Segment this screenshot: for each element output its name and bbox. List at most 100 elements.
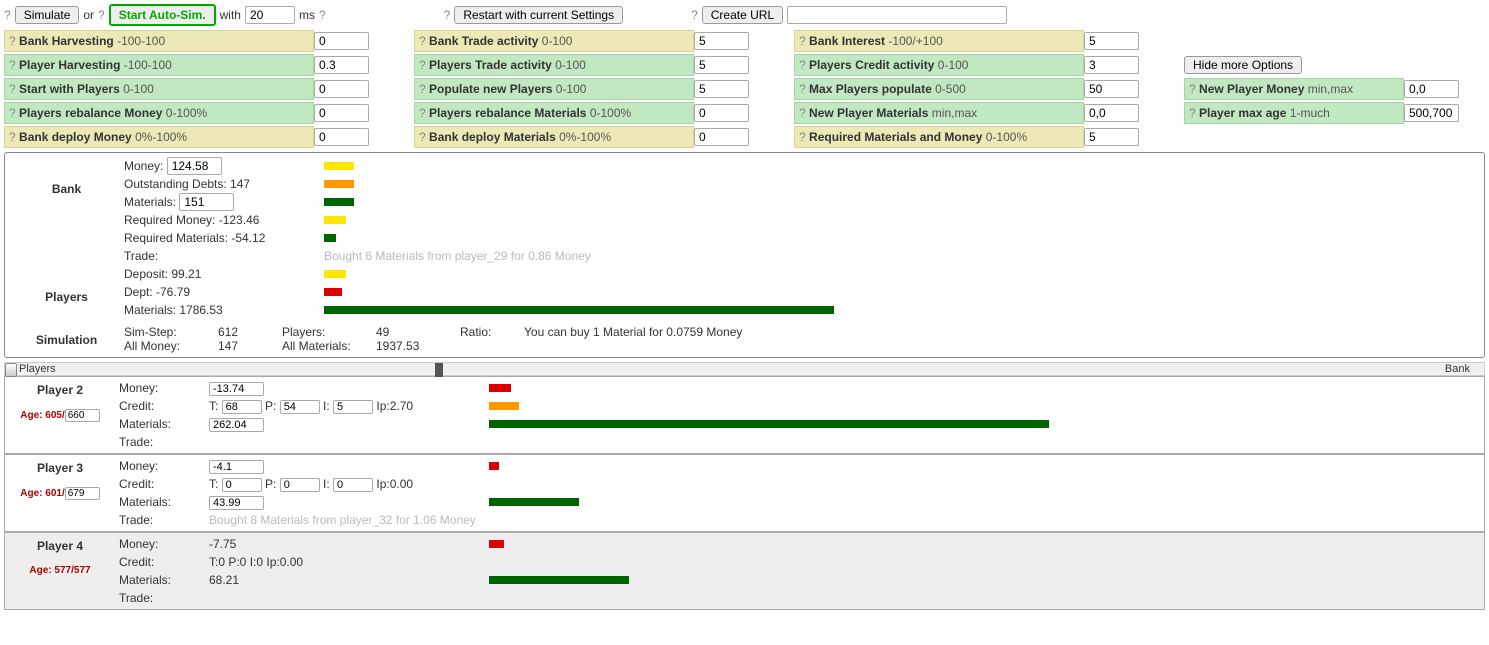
or-label: or (83, 8, 94, 22)
setting-input[interactable] (1084, 32, 1139, 50)
slider-handle-mid[interactable] (435, 363, 443, 377)
setting-input[interactable] (694, 104, 749, 122)
help-icon[interactable]: ? (9, 130, 16, 144)
players-bank-slider[interactable]: Players Bank (4, 362, 1485, 376)
help-icon[interactable]: ? (419, 106, 426, 120)
help-icon[interactable]: ? (9, 106, 16, 120)
hide-more-options-button[interactable]: Hide more Options (1184, 56, 1302, 74)
player-money-input[interactable] (209, 382, 264, 396)
ms-input[interactable] (245, 6, 295, 24)
help-icon[interactable]: ? (319, 8, 326, 22)
help-icon[interactable]: ? (1189, 82, 1196, 96)
credit-p-input[interactable] (280, 400, 320, 414)
help-icon[interactable]: ? (419, 82, 426, 96)
setting-input[interactable] (1084, 56, 1139, 74)
credit-t-input[interactable] (222, 478, 262, 492)
help-icon[interactable]: ? (799, 34, 806, 48)
setting-input[interactable] (314, 80, 369, 98)
help-icon[interactable]: ? (419, 130, 426, 144)
help-icon[interactable]: ? (1189, 106, 1196, 120)
player-materials-input[interactable] (209, 496, 264, 510)
help-icon[interactable]: ? (4, 8, 11, 22)
bank-materials-input[interactable] (179, 193, 234, 211)
setting-input[interactable] (314, 32, 369, 50)
bank-debts-bar (324, 180, 354, 188)
restart-button[interactable]: Restart with current Settings (454, 6, 623, 24)
credit-t-input[interactable] (222, 400, 262, 414)
bank-title: Bank (9, 157, 124, 196)
setting-input[interactable] (694, 32, 749, 50)
credit-p-input[interactable] (280, 478, 320, 492)
ms-label: ms (299, 8, 315, 22)
start-auto-sim-button[interactable]: Start Auto-Sim. (109, 4, 216, 26)
player-materials-label: Materials: (119, 417, 209, 431)
players-dept-label: Dept: -76.79 (124, 285, 324, 299)
bank-money-label: Money: (124, 159, 163, 173)
credit-i-input[interactable] (333, 478, 373, 492)
sim-allmoney-value: 147 (218, 339, 278, 353)
settings-grid: ? Bank Harvesting -100-100? Bank Trade a… (4, 30, 1485, 148)
player-materials-input[interactable] (209, 418, 264, 432)
help-icon[interactable]: ? (9, 82, 16, 96)
setting-input[interactable] (314, 104, 369, 122)
player-name: Player 4 (9, 539, 111, 553)
setting-input[interactable] (1404, 104, 1459, 122)
help-icon[interactable]: ? (444, 8, 451, 22)
setting-label: ? Bank Harvesting -100-100 (4, 30, 314, 52)
bank-reqmat-label: Required Materials: -54.12 (124, 231, 324, 245)
setting-input[interactable] (314, 56, 369, 74)
bank-reqmoney-label: Required Money: -123.46 (124, 213, 324, 227)
credit-i-input[interactable] (333, 400, 373, 414)
bank-reqmat-bar (324, 234, 336, 242)
simulation-title: Simulation (9, 325, 124, 347)
with-label: with (220, 8, 241, 22)
player-money-label: Money: (119, 381, 209, 395)
player-trade-label: Trade: (119, 513, 209, 527)
setting-input[interactable] (1084, 128, 1139, 146)
setting-input[interactable] (314, 128, 369, 146)
slider-handle-left[interactable] (5, 363, 17, 377)
player-trade-text: Bought 8 Materials from player_32 for 1.… (209, 513, 1480, 527)
player-trade-label: Trade: (119, 435, 209, 449)
players-deposit-bar (324, 270, 346, 278)
create-url-button[interactable]: Create URL (702, 6, 783, 24)
help-icon[interactable]: ? (98, 8, 105, 22)
setting-label: ? Player Harvesting -100-100 (4, 54, 314, 76)
help-icon[interactable]: ? (419, 34, 426, 48)
players-mat-label: Materials: 1786.53 (124, 303, 324, 317)
player-age-input[interactable] (65, 487, 100, 500)
help-icon[interactable]: ? (799, 106, 806, 120)
setting-label: ? Players Trade activity 0-100 (414, 54, 694, 76)
setting-input[interactable] (694, 56, 749, 74)
players-dept-bar (324, 288, 342, 296)
player-money-value: -7.75 (209, 537, 489, 551)
setting-input[interactable] (694, 80, 749, 98)
setting-label: ? Populate new Players 0-100 (414, 78, 694, 100)
player-materials-label: Materials: (119, 495, 209, 509)
player-card: Player 4Age: 577/577Money:-7.75Credit:T:… (4, 532, 1485, 610)
player-card: Player 3Age: 601/Money:Credit:T: P: I: I… (4, 454, 1485, 532)
help-icon[interactable]: ? (691, 8, 698, 22)
help-icon[interactable]: ? (9, 58, 16, 72)
player-age: Age: 605/ (9, 409, 111, 422)
player-money-input[interactable] (209, 460, 264, 474)
help-icon[interactable]: ? (799, 58, 806, 72)
players-mat-bar (324, 306, 834, 314)
bank-money-input[interactable] (167, 157, 222, 175)
setting-input[interactable] (1084, 80, 1139, 98)
help-icon[interactable]: ? (799, 82, 806, 96)
player-name: Player 2 (9, 383, 111, 397)
help-icon[interactable]: ? (799, 130, 806, 144)
player-money-bar (489, 462, 499, 470)
setting-input[interactable] (694, 128, 749, 146)
player-credit-label: Credit: (119, 555, 209, 569)
player-materials-bar (489, 498, 579, 506)
create-url-input[interactable] (787, 6, 1007, 24)
setting-input[interactable] (1404, 80, 1459, 98)
setting-input[interactable] (1084, 104, 1139, 122)
simulate-button[interactable]: Simulate (15, 6, 80, 24)
help-icon[interactable]: ? (9, 34, 16, 48)
player-card: Player 2Age: 605/Money:Credit:T: P: I: I… (4, 376, 1485, 454)
player-age-input[interactable] (65, 409, 100, 422)
help-icon[interactable]: ? (419, 58, 426, 72)
